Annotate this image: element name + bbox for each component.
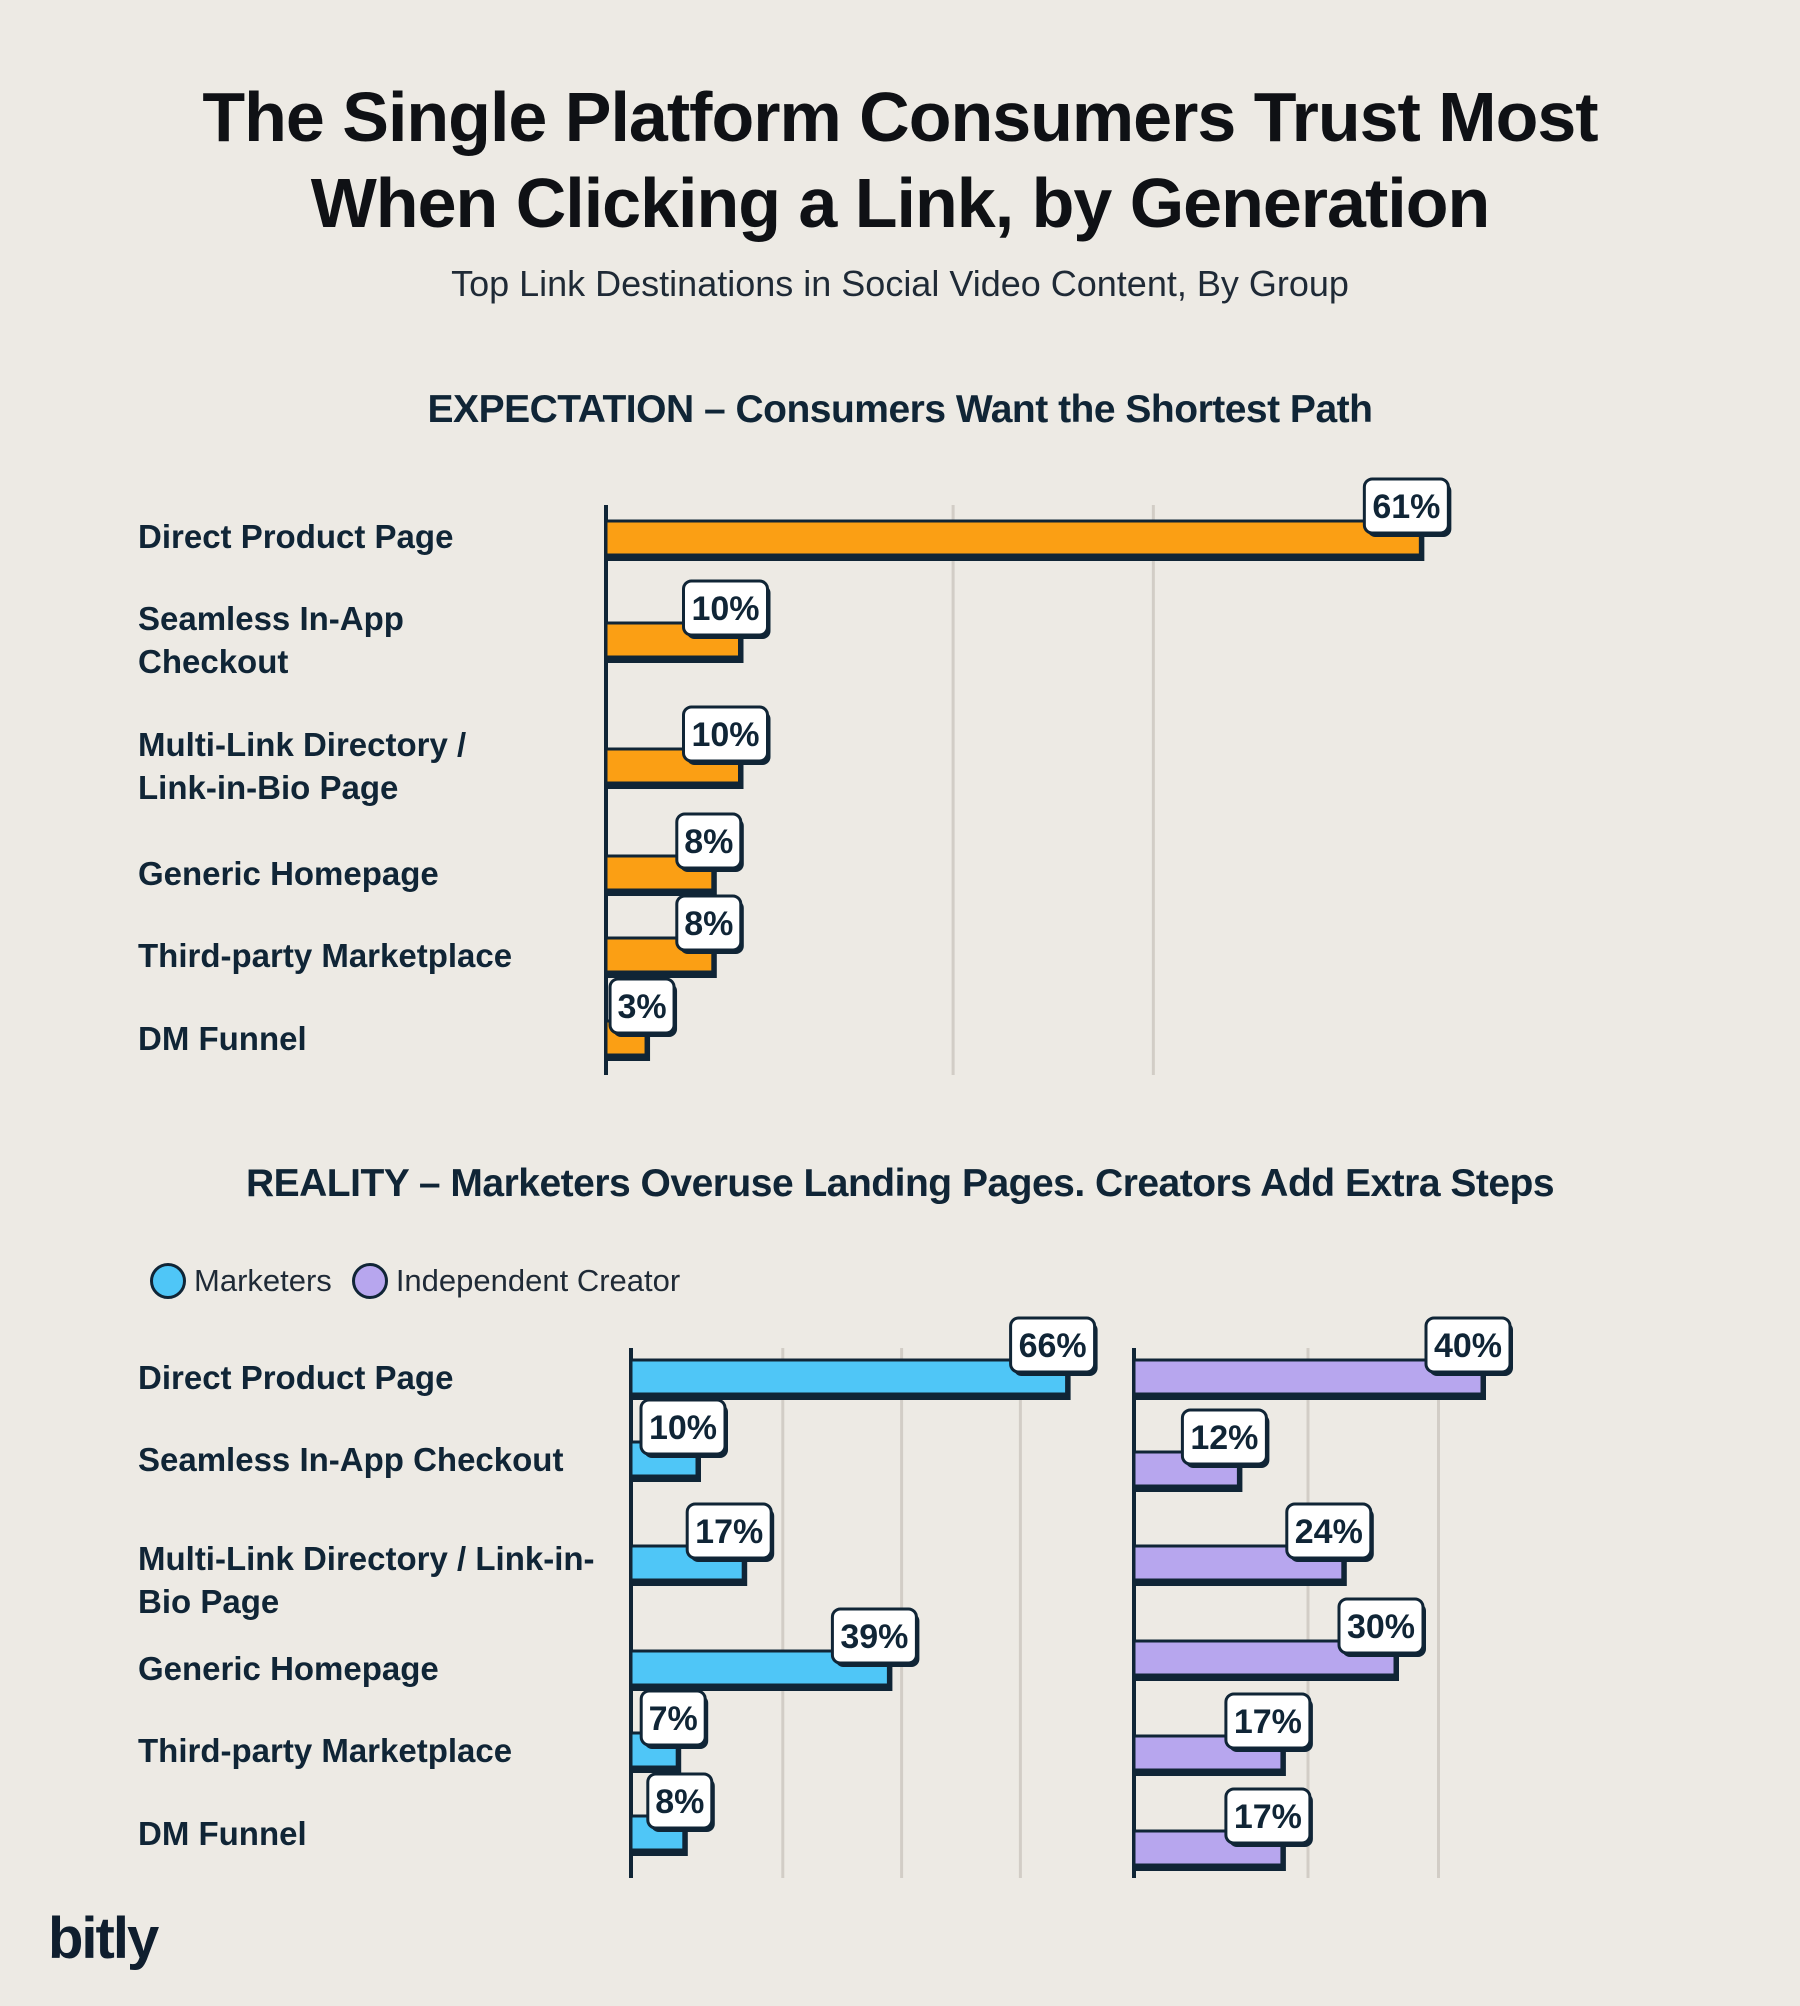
creators-value-label-box xyxy=(1224,1787,1312,1845)
reality-category-label: Third-party Marketplace xyxy=(138,1731,513,1769)
creators-value-label: 17% xyxy=(1234,1703,1302,1741)
bitly-logo: bitly xyxy=(48,1906,159,1971)
creators-value-label: 30% xyxy=(1347,1608,1415,1646)
expectation-category-label: Multi-Link Directory / Link-in-Bio Page xyxy=(138,726,467,806)
chart-title-text: The Single Platform Consumers Trust Most… xyxy=(202,78,1598,242)
expectation-value-label: 8% xyxy=(684,905,733,943)
creators-value-label-box xyxy=(1224,1692,1312,1750)
reality-category-label: Generic Homepage xyxy=(138,1649,439,1687)
creators-bar xyxy=(1132,1358,1484,1396)
expectation-value-label-box xyxy=(675,894,743,952)
expectation-value-label: 61% xyxy=(1372,488,1440,526)
marketers-value-label: 10% xyxy=(649,1409,717,1447)
reality-category-label: DM Funnel xyxy=(138,1814,307,1852)
expectation-category-label: Seamless In-App Checkout xyxy=(138,600,404,680)
expectation-value-label: 3% xyxy=(617,988,666,1026)
expectation-category-label: Third-party Marketplace xyxy=(138,936,513,974)
marketers-value-label-box xyxy=(646,1772,714,1830)
creators-value-label: 24% xyxy=(1295,1513,1363,1551)
expectation-bar xyxy=(604,519,1422,557)
expectation-value-label: 8% xyxy=(684,823,733,861)
expectation-category-label: Direct Product Page xyxy=(138,517,454,555)
creators-value-label-box xyxy=(1424,1316,1512,1374)
marketers-value-label-box xyxy=(1009,1316,1097,1374)
legend-item-marketers: Marketers xyxy=(150,1263,332,1299)
creators-value-label: 17% xyxy=(1234,1798,1302,1836)
expectation-category-label: Generic Homepage xyxy=(138,854,439,892)
creators-value-label-box xyxy=(1285,1502,1373,1560)
marketers-value-label: 17% xyxy=(695,1513,763,1551)
expectation-value-label: 10% xyxy=(691,716,759,754)
reality-category-label: Multi-Link Directory / Link-in- Bio Page xyxy=(138,1540,595,1620)
expectation-value-label-box xyxy=(608,977,676,1035)
creators-value-label-box xyxy=(1180,1408,1268,1466)
chart-subtitle: Top Link Destinations in Social Video Co… xyxy=(451,263,1349,304)
legend-item-creators: Independent Creator xyxy=(351,1263,681,1299)
marketers-value-label-box xyxy=(830,1607,918,1665)
reality-category-label: Seamless In-App Checkout xyxy=(138,1440,564,1478)
expectation-value-label-box xyxy=(682,579,769,637)
creators-value-label-box xyxy=(1337,1597,1425,1655)
expectation-section-title: EXPECTATION – Consumers Want the Shortes… xyxy=(427,388,1373,431)
expectation-value-label-box xyxy=(1362,477,1450,535)
legend: Marketers Independent Creator xyxy=(150,1256,700,1306)
creators-value-label: 12% xyxy=(1190,1419,1258,1457)
legend-swatch-creators xyxy=(351,1263,388,1299)
expectation-value-label: 10% xyxy=(691,590,759,628)
marketers-value-label: 66% xyxy=(1019,1327,1087,1365)
chart-title: The Single Platform Consumers Trust Most… xyxy=(0,74,1800,246)
marketers-value-label-box xyxy=(685,1502,773,1560)
reality-category-label: Direct Product Page xyxy=(138,1358,454,1396)
reality-section-title: REALITY – Marketers Overuse Landing Page… xyxy=(245,1162,1555,1205)
expectation-category-label: DM Funnel xyxy=(138,1019,307,1057)
marketers-value-label-box xyxy=(639,1398,727,1456)
expectation-value-label-box xyxy=(682,705,769,763)
expectation-value-label-box xyxy=(675,812,743,870)
marketers-value-label-box xyxy=(639,1689,707,1747)
legend-swatch-marketers xyxy=(150,1263,186,1299)
marketers-value-label: 39% xyxy=(840,1618,908,1656)
creators-value-label: 40% xyxy=(1434,1327,1502,1365)
marketers-bar xyxy=(629,1358,1069,1396)
marketers-value-label: 7% xyxy=(649,1700,698,1738)
marketers-value-label: 8% xyxy=(655,1783,704,1821)
legend-label-creators: Independent Creator xyxy=(395,1263,681,1298)
legend-label-marketers: Marketers xyxy=(194,1263,332,1298)
